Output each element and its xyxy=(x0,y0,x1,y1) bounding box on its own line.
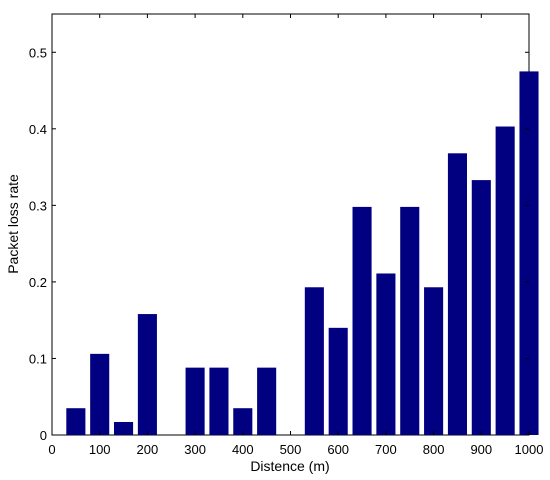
bar xyxy=(137,314,157,435)
y-tick-label: 0.2 xyxy=(29,275,47,290)
x-tick-label: 500 xyxy=(280,442,302,457)
bar xyxy=(185,367,205,435)
y-tick-label: 0.3 xyxy=(29,198,47,213)
x-axis-ticks: 0 100 200 300 400 500 600 700 800 900 1000 xyxy=(48,14,543,457)
bar xyxy=(519,71,539,435)
bar xyxy=(304,287,324,435)
bar xyxy=(209,367,229,435)
y-tick-label: 0.4 xyxy=(29,122,47,137)
y-tick-label: 0 xyxy=(40,428,47,443)
bar xyxy=(447,153,467,435)
x-tick-label: 900 xyxy=(470,442,492,457)
bar xyxy=(424,287,444,435)
bar xyxy=(114,421,134,435)
bar xyxy=(376,273,396,435)
bar xyxy=(400,206,420,435)
y-tick-label: 0.5 xyxy=(29,45,47,60)
bar xyxy=(471,180,491,435)
y-axis-title: Packet loss rate xyxy=(5,174,21,274)
bar xyxy=(66,408,86,435)
x-tick-label: 400 xyxy=(232,442,254,457)
bar xyxy=(233,408,253,435)
bar xyxy=(328,327,348,435)
bar xyxy=(352,206,372,435)
x-tick-label: 800 xyxy=(423,442,445,457)
x-tick-label: 0 xyxy=(48,442,55,457)
bar xyxy=(257,367,277,435)
bar xyxy=(90,353,110,435)
bar xyxy=(495,126,515,435)
x-tick-label: 100 xyxy=(89,442,111,457)
x-tick-label: 600 xyxy=(327,442,349,457)
x-tick-label: 300 xyxy=(184,442,206,457)
x-axis-title: Distence (m) xyxy=(250,458,329,474)
y-tick-label: 0.1 xyxy=(29,351,47,366)
x-tick-label: 200 xyxy=(137,442,159,457)
bars-group xyxy=(66,71,539,435)
y-axis-ticks: 0 0.1 0.2 0.3 0.4 0.5 xyxy=(29,45,529,443)
x-tick-label: 700 xyxy=(375,442,397,457)
x-tick-label: 1000 xyxy=(515,442,544,457)
